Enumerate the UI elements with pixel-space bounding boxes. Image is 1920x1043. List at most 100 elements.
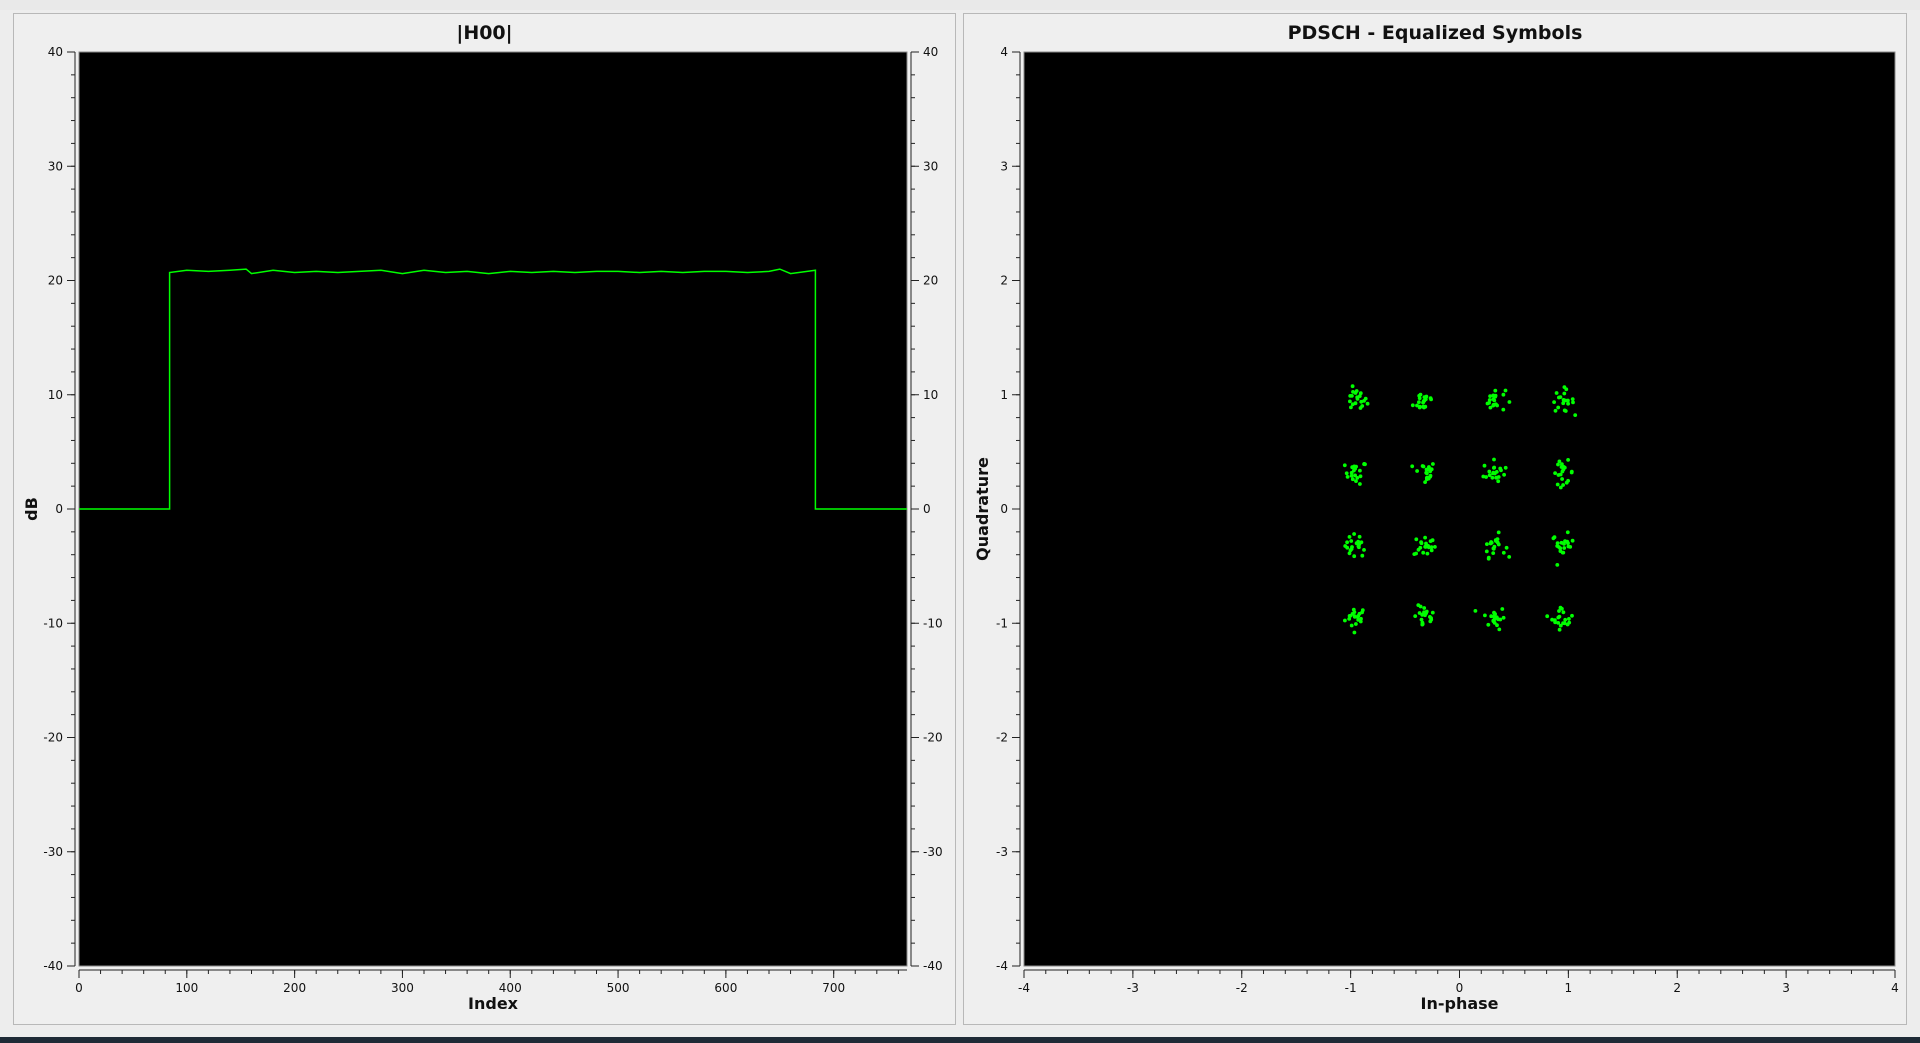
constellation-point (1496, 479, 1501, 484)
constellation-point (1494, 616, 1499, 620)
constellation-point (1354, 479, 1358, 483)
constellation-point (1555, 563, 1560, 567)
constellation-point (1415, 469, 1419, 473)
constellation-point (1429, 397, 1433, 402)
constellation-point (1496, 530, 1501, 535)
constellation-x-tick-label: -1 (1345, 981, 1357, 995)
constellation-x-tick-label: 0 (1456, 981, 1464, 995)
constellation-point (1424, 609, 1429, 614)
constellation-point (1551, 536, 1556, 541)
constellation-point (1350, 394, 1354, 398)
constellation-point (1500, 607, 1505, 611)
constellation-point (1347, 551, 1352, 556)
constellation-point (1566, 541, 1570, 546)
constellation-y-tick-label: -3 (996, 845, 1008, 859)
constellation-point (1570, 613, 1574, 618)
constellation-point (1357, 542, 1362, 547)
constellation-point (1433, 545, 1437, 549)
constellation-point (1560, 462, 1564, 467)
constellation-point (1415, 403, 1419, 408)
constellation-x-tick-label: 2 (1673, 981, 1681, 995)
constellation-plot-area (1023, 51, 1896, 967)
constellation-point (1354, 622, 1358, 626)
constellation-point (1487, 469, 1492, 474)
constellation-point (1494, 402, 1498, 407)
constellation-point (1481, 474, 1486, 479)
constellation-point (1503, 465, 1508, 470)
constellation-point (1491, 397, 1496, 402)
constellation-point (1431, 462, 1435, 466)
constellation-point (1425, 471, 1429, 476)
constellation-y-tick-label: 0 (1000, 502, 1008, 516)
constellation-point (1417, 396, 1422, 401)
constellation-point (1430, 610, 1435, 615)
h00-y-tick-label-right: 10 (923, 388, 938, 402)
constellation-point (1410, 403, 1415, 408)
constellation-point (1567, 617, 1571, 621)
constellation-point (1556, 621, 1561, 625)
constellation-point (1357, 534, 1362, 539)
constellation-point (1349, 405, 1353, 410)
h00-y-tick-label-left: 0 (55, 502, 63, 516)
constellation-point (1554, 391, 1559, 395)
constellation-point (1563, 617, 1568, 622)
constellation-point (1362, 462, 1367, 466)
constellation-point (1355, 395, 1360, 400)
constellation-point (1501, 392, 1506, 397)
constellation-point (1358, 619, 1363, 624)
constellation-point (1559, 540, 1564, 545)
constellation-point (1352, 630, 1357, 635)
constellation-point (1562, 391, 1567, 396)
constellation-x-axis-title: In-phase (1421, 994, 1499, 1013)
constellation-point (1492, 466, 1496, 470)
constellation-point (1420, 613, 1425, 617)
constellation-point (1428, 615, 1432, 619)
constellation-point (1351, 607, 1356, 612)
constellation-point (1425, 551, 1430, 556)
constellation-point (1358, 391, 1363, 396)
constellation-point (1413, 614, 1418, 618)
constellation-point (1345, 475, 1350, 479)
constellation-point (1419, 617, 1424, 622)
taskbar-strip (0, 1037, 1920, 1043)
constellation-point (1482, 463, 1487, 468)
h00-x-tick-label: 200 (283, 981, 306, 995)
constellation-point (1422, 405, 1426, 410)
constellation-point (1556, 615, 1561, 620)
h00-x-axis-title: Index (468, 994, 519, 1013)
constellation-point (1553, 618, 1557, 623)
constellation-point (1573, 413, 1578, 417)
constellation-point (1429, 548, 1434, 553)
constellation-point (1349, 539, 1354, 543)
constellation-point (1563, 409, 1568, 413)
constellation-point (1503, 388, 1508, 393)
constellation-point (1485, 542, 1489, 546)
h00-y-tick-label-left: -40 (43, 959, 63, 973)
constellation-point (1558, 549, 1563, 553)
h00-y-tick-label-left: -20 (43, 731, 63, 745)
constellation-point (1507, 555, 1512, 559)
constellation-point (1570, 538, 1575, 543)
constellation-point (1349, 623, 1354, 628)
h00-x-tick-label: 300 (391, 981, 414, 995)
constellation-point (1426, 467, 1431, 472)
constellation-point (1359, 399, 1364, 404)
constellation-point (1418, 545, 1423, 550)
constellation-point (1349, 473, 1354, 478)
constellation-x-tick-label: 1 (1565, 981, 1573, 995)
constellation-y-tick-label: -2 (996, 731, 1008, 745)
h00-x-tick-label: 600 (714, 981, 737, 995)
constellation-point (1557, 395, 1561, 400)
h00-y-tick-label-right: 20 (923, 274, 938, 288)
h00-y-tick-label-left: 10 (48, 388, 63, 402)
h00-y-tick-label-left: -30 (43, 845, 63, 859)
constellation-x-tick-label: 4 (1891, 981, 1899, 995)
constellation-point (1359, 616, 1363, 621)
constellation-point (1560, 477, 1564, 481)
constellation-point (1360, 610, 1364, 615)
constellation-point (1545, 614, 1550, 619)
constellation-point (1491, 393, 1496, 398)
h00-y-tick-label-left: 20 (48, 274, 63, 288)
constellation-point (1423, 480, 1427, 484)
constellation-point (1489, 614, 1494, 619)
